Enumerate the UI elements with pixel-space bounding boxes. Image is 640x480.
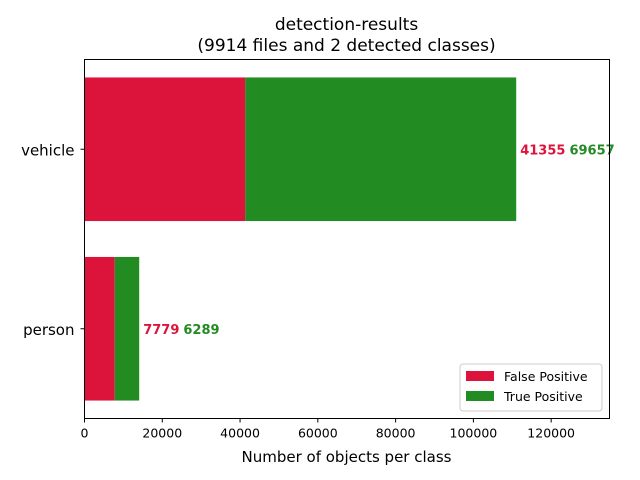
value-label-vehicle-true-positive: 69657 <box>569 143 614 158</box>
legend-label-false-positive: False Positive <box>504 369 588 384</box>
value-label-person-true-positive: 6289 <box>183 323 219 338</box>
x-tick-label-20000: 20000 <box>142 426 182 441</box>
legend-box <box>459 363 603 412</box>
bars-group <box>84 77 517 401</box>
x-tick-label-40000: 40000 <box>220 426 260 441</box>
x-tick-label-100000: 100000 <box>450 426 498 441</box>
bar-person-true-positive <box>114 256 140 401</box>
plot-area-frame <box>84 59 610 419</box>
bar-vehicle-false-positive <box>84 77 246 222</box>
x-tick-label-0: 0 <box>81 426 89 441</box>
chart-title-line1: detection-results <box>275 15 419 35</box>
value-label-vehicle: 41355 69657 <box>520 143 614 158</box>
y-tick-label-vehicle: vehicle <box>21 141 74 159</box>
x-axis-label: Number of objects per class <box>242 448 452 466</box>
bar-vehicle-true-positive <box>245 77 517 222</box>
value-label-person: 7779 6289 <box>143 323 219 338</box>
y-tick-label-person: person <box>23 321 74 339</box>
value-labels-group: 41355 69657 7779 6289 <box>143 143 614 338</box>
legend: False Positive True Positive <box>459 363 603 412</box>
legend-swatch-false-positive <box>466 371 494 381</box>
y-axis: vehicle person <box>21 141 85 339</box>
legend-label-true-positive: True Positive <box>503 389 583 404</box>
x-axis: 0 20000 40000 60000 80000 100000 120000 <box>81 418 575 441</box>
x-tick-label-80000: 80000 <box>376 426 416 441</box>
legend-swatch-true-positive <box>466 391 494 401</box>
x-tick-label-120000: 120000 <box>527 426 575 441</box>
x-tick-label-60000: 60000 <box>298 426 338 441</box>
value-label-vehicle-false-positive: 41355 <box>520 143 565 158</box>
chart-title-line2: (9914 files and 2 detected classes) <box>197 36 495 56</box>
value-label-person-false-positive: 7779 <box>143 323 179 338</box>
bar-person-false-positive <box>84 256 115 401</box>
